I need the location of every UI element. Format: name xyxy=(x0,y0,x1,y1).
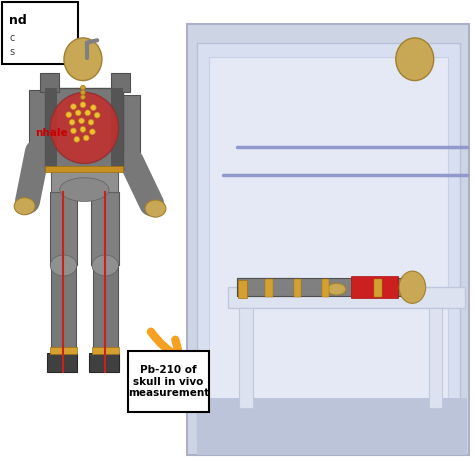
Ellipse shape xyxy=(79,118,84,124)
Bar xyxy=(111,88,123,171)
Ellipse shape xyxy=(14,198,35,215)
Bar xyxy=(45,166,123,172)
Ellipse shape xyxy=(92,255,118,276)
Text: Pb-210 of
skull in vivo
measurement: Pb-210 of skull in vivo measurement xyxy=(128,365,209,398)
Ellipse shape xyxy=(90,129,95,135)
Bar xyxy=(351,276,398,298)
Ellipse shape xyxy=(85,110,91,116)
Bar xyxy=(93,265,118,348)
Ellipse shape xyxy=(75,110,81,116)
Ellipse shape xyxy=(399,271,426,303)
Ellipse shape xyxy=(81,95,85,100)
Ellipse shape xyxy=(74,137,80,142)
Bar xyxy=(45,88,123,171)
Bar xyxy=(197,43,460,441)
Bar xyxy=(89,353,118,372)
Ellipse shape xyxy=(94,112,100,118)
Ellipse shape xyxy=(64,38,102,81)
Text: nd: nd xyxy=(9,14,27,27)
Bar xyxy=(29,90,46,152)
Bar xyxy=(265,279,273,297)
Ellipse shape xyxy=(50,255,77,276)
Ellipse shape xyxy=(327,283,346,295)
Bar xyxy=(239,308,253,408)
Bar xyxy=(51,265,76,348)
Bar xyxy=(128,351,209,412)
Bar xyxy=(2,2,78,64)
Ellipse shape xyxy=(83,135,89,141)
Ellipse shape xyxy=(145,200,166,217)
Ellipse shape xyxy=(81,85,85,90)
Ellipse shape xyxy=(60,178,109,201)
Ellipse shape xyxy=(396,38,434,81)
Ellipse shape xyxy=(80,127,86,132)
Bar xyxy=(45,88,57,171)
Bar xyxy=(187,24,469,455)
Bar xyxy=(91,192,119,265)
Text: nhale: nhale xyxy=(36,128,68,138)
Bar xyxy=(92,347,118,354)
Ellipse shape xyxy=(50,92,119,164)
Ellipse shape xyxy=(71,128,76,134)
Ellipse shape xyxy=(91,105,96,110)
Ellipse shape xyxy=(80,102,86,108)
Bar xyxy=(429,308,442,408)
Bar xyxy=(209,57,448,427)
Bar xyxy=(123,95,140,156)
Bar xyxy=(228,287,465,308)
Bar xyxy=(238,280,247,298)
Ellipse shape xyxy=(71,104,76,109)
Ellipse shape xyxy=(81,90,85,95)
Bar xyxy=(51,169,118,192)
Bar xyxy=(50,347,77,354)
Bar xyxy=(237,278,299,296)
Ellipse shape xyxy=(66,112,72,118)
Bar xyxy=(322,279,329,297)
Ellipse shape xyxy=(88,119,94,125)
Bar xyxy=(374,279,382,297)
Bar xyxy=(111,73,130,92)
Bar xyxy=(294,279,301,297)
Bar xyxy=(40,73,59,92)
Bar xyxy=(50,192,77,265)
Text: c: c xyxy=(9,33,15,43)
Bar xyxy=(47,353,77,372)
Bar xyxy=(197,398,467,455)
Ellipse shape xyxy=(69,119,75,125)
Text: s: s xyxy=(9,47,15,57)
Bar xyxy=(237,278,417,296)
